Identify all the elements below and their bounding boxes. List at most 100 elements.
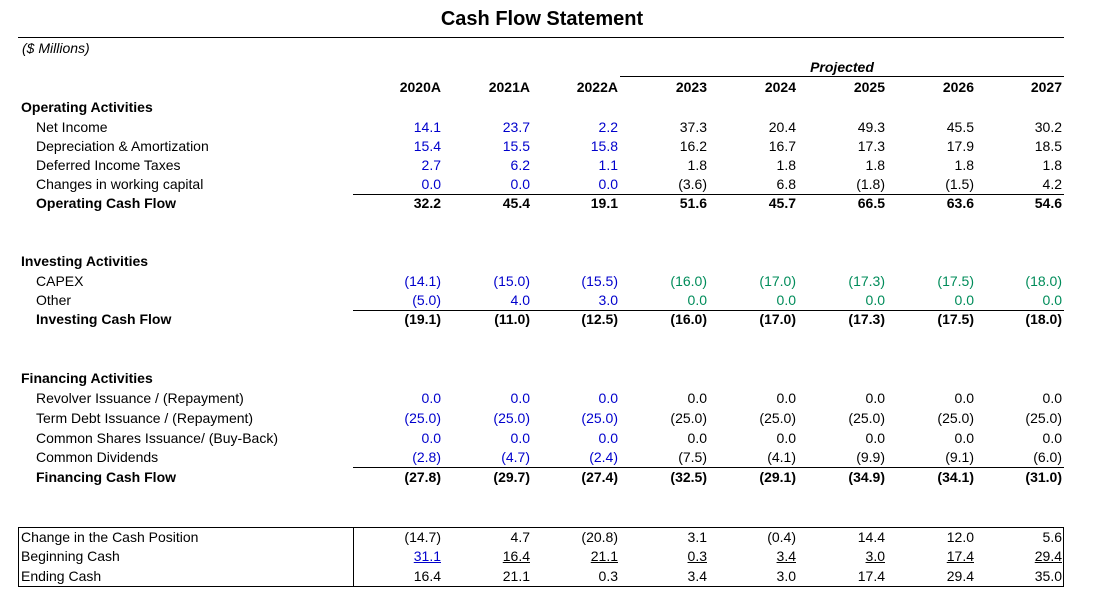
value-cell[interactable]: (15.0) [493, 273, 530, 289]
value-cell[interactable]: 0.0 [598, 176, 618, 192]
value-cell[interactable]: 6.8 [776, 176, 796, 192]
value-cell[interactable]: 17.4 [857, 568, 885, 584]
value-cell[interactable]: (17.3) [848, 273, 885, 289]
value-cell[interactable]: (25.0) [1025, 410, 1062, 426]
value-cell[interactable]: 29.4 [1034, 548, 1062, 564]
total-cell[interactable]: (32.5) [670, 469, 707, 485]
total-cell[interactable]: (34.1) [937, 469, 974, 485]
value-cell[interactable]: 0.3 [598, 568, 618, 584]
total-cell[interactable]: (17.0) [759, 311, 796, 327]
value-cell[interactable]: 1.8 [776, 157, 796, 173]
total-cell[interactable]: (34.9) [848, 469, 885, 485]
value-cell[interactable]: (25.0) [581, 410, 618, 426]
value-cell[interactable]: 0.0 [421, 430, 441, 446]
value-cell[interactable]: (25.0) [937, 410, 974, 426]
total-cell[interactable]: 51.6 [679, 195, 707, 211]
value-cell[interactable]: 0.0 [776, 390, 796, 406]
value-cell[interactable]: (18.0) [1025, 273, 1062, 289]
value-cell[interactable]: (9.1) [945, 449, 974, 465]
value-cell[interactable]: 16.4 [413, 568, 441, 584]
total-cell[interactable]: (31.0) [1025, 469, 1062, 485]
value-cell[interactable]: 2.7 [421, 157, 441, 173]
value-cell[interactable]: (0.4) [767, 529, 796, 545]
value-cell[interactable]: 23.7 [502, 119, 530, 135]
value-cell[interactable]: 0.0 [954, 430, 974, 446]
value-cell[interactable]: 35.0 [1034, 568, 1062, 584]
value-cell[interactable]: 21.1 [502, 568, 530, 584]
value-cell[interactable]: 21.1 [590, 548, 618, 564]
value-cell[interactable]: 29.4 [946, 568, 974, 584]
value-cell[interactable]: 17.4 [946, 548, 974, 564]
value-cell[interactable]: 6.2 [510, 157, 530, 173]
value-cell[interactable]: (25.0) [759, 410, 796, 426]
value-cell[interactable]: 0.0 [510, 430, 530, 446]
value-cell[interactable]: 3.0 [598, 292, 618, 308]
value-cell[interactable]: (25.0) [493, 410, 530, 426]
total-cell[interactable]: (29.7) [493, 469, 530, 485]
value-cell[interactable]: (9.9) [856, 449, 885, 465]
value-cell[interactable]: 1.8 [865, 157, 885, 173]
value-cell[interactable]: (14.7) [404, 529, 441, 545]
value-cell[interactable]: 1.8 [1042, 157, 1062, 173]
total-cell[interactable]: (27.8) [404, 469, 441, 485]
total-cell[interactable]: (17.5) [937, 311, 974, 327]
value-cell[interactable]: (7.5) [678, 449, 707, 465]
value-cell[interactable]: (16.0) [670, 273, 707, 289]
value-cell[interactable]: 49.3 [857, 119, 885, 135]
value-cell[interactable]: 18.5 [1034, 138, 1062, 154]
value-cell[interactable]: 15.8 [590, 138, 618, 154]
value-cell[interactable]: (15.5) [581, 273, 618, 289]
value-cell[interactable]: 16.7 [768, 138, 796, 154]
value-cell[interactable]: 20.4 [768, 119, 796, 135]
value-cell[interactable]: 31.1 [413, 548, 441, 564]
value-cell[interactable]: 1.1 [598, 157, 618, 173]
value-cell[interactable]: 0.0 [510, 176, 530, 192]
total-cell[interactable]: 32.2 [413, 195, 441, 211]
value-cell[interactable]: 1.8 [954, 157, 974, 173]
total-cell[interactable]: (19.1) [404, 311, 441, 327]
value-cell[interactable]: 0.0 [776, 430, 796, 446]
value-cell[interactable]: 3.4 [776, 548, 796, 564]
total-cell[interactable]: 45.7 [768, 195, 796, 211]
value-cell[interactable]: 15.4 [413, 138, 441, 154]
value-cell[interactable]: (4.7) [501, 449, 530, 465]
value-cell[interactable]: (2.8) [412, 449, 441, 465]
value-cell[interactable]: (25.0) [848, 410, 885, 426]
total-cell[interactable]: (27.4) [581, 469, 618, 485]
value-cell[interactable]: 5.6 [1042, 529, 1062, 545]
value-cell[interactable]: (17.5) [937, 273, 974, 289]
value-cell[interactable]: (17.0) [759, 273, 796, 289]
value-cell[interactable]: 45.5 [946, 119, 974, 135]
total-cell[interactable]: 19.1 [590, 195, 618, 211]
value-cell[interactable]: 0.0 [865, 390, 885, 406]
value-cell[interactable]: 0.0 [598, 430, 618, 446]
value-cell[interactable]: 3.0 [865, 548, 885, 564]
total-cell[interactable]: (16.0) [670, 311, 707, 327]
value-cell[interactable]: 16.2 [679, 138, 707, 154]
value-cell[interactable]: 0.0 [598, 390, 618, 406]
value-cell[interactable]: (20.8) [581, 529, 618, 545]
value-cell[interactable]: 0.0 [687, 430, 707, 446]
value-cell[interactable]: 1.8 [687, 157, 707, 173]
value-cell[interactable]: 0.0 [954, 390, 974, 406]
value-cell[interactable]: 0.0 [865, 292, 885, 308]
value-cell[interactable]: 0.0 [421, 176, 441, 192]
value-cell[interactable]: 3.4 [687, 568, 707, 584]
value-cell[interactable]: 0.0 [776, 292, 796, 308]
total-cell[interactable]: (11.0) [494, 311, 530, 327]
value-cell[interactable]: (1.5) [945, 176, 974, 192]
total-cell[interactable]: (29.1) [759, 469, 796, 485]
value-cell[interactable]: (1.8) [856, 176, 885, 192]
value-cell[interactable]: 12.0 [946, 529, 974, 545]
total-cell[interactable]: 63.6 [946, 195, 974, 211]
value-cell[interactable]: (3.6) [678, 176, 707, 192]
total-cell[interactable]: 54.6 [1034, 195, 1062, 211]
total-cell[interactable]: (18.0) [1025, 311, 1062, 327]
value-cell[interactable]: (25.0) [404, 410, 441, 426]
value-cell[interactable]: 3.1 [687, 529, 707, 545]
value-cell[interactable]: 17.3 [857, 138, 885, 154]
value-cell[interactable]: 15.5 [502, 138, 530, 154]
value-cell[interactable]: 14.1 [413, 119, 441, 135]
value-cell[interactable]: 0.0 [954, 292, 974, 308]
total-cell[interactable]: (12.5) [581, 311, 618, 327]
